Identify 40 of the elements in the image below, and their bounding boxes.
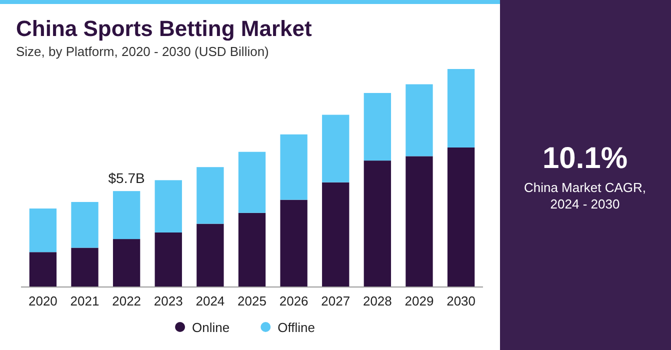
bar xyxy=(406,84,433,156)
bar xyxy=(364,92,392,161)
text: 10.1% xyxy=(542,142,628,175)
bar xyxy=(447,69,475,148)
bar xyxy=(322,182,350,287)
bar xyxy=(280,134,308,200)
x-tick-label: 2020 xyxy=(28,294,58,309)
x-tick-label: 2028 xyxy=(362,294,392,309)
bar xyxy=(71,248,98,287)
bar xyxy=(154,232,182,287)
x-tick-label: 2025 xyxy=(238,294,266,309)
bar xyxy=(406,156,433,287)
x-tick-label: 2021 xyxy=(70,294,100,309)
bar xyxy=(71,202,98,248)
bar xyxy=(112,239,140,287)
chart-subtitle: Size, by Platform, 2020 - 2030 (USD Billion) xyxy=(16,44,269,59)
bar xyxy=(447,147,475,287)
x-tick-label: 2022 xyxy=(112,294,142,309)
legend-label: Offline xyxy=(278,320,315,335)
bar xyxy=(364,160,392,287)
bar xyxy=(280,200,308,287)
x-tick-label: 2030 xyxy=(446,294,476,309)
bar xyxy=(196,224,224,287)
chart-title: China Sports Betting Market xyxy=(16,16,312,41)
x-tick-label: 2026 xyxy=(279,294,308,309)
x-tick-label: 2024 xyxy=(196,294,225,309)
text: China Market CAGR, 2024 - 2030 xyxy=(524,180,646,212)
bar xyxy=(322,114,350,182)
x-tick-label: 2027 xyxy=(321,294,350,309)
bar xyxy=(238,152,266,213)
x-tick-label: 2023 xyxy=(154,294,183,309)
x-tick-label: 2029 xyxy=(404,294,434,309)
legend-label: Online xyxy=(192,320,230,335)
bar xyxy=(29,208,57,252)
bar xyxy=(154,180,182,232)
bar xyxy=(29,252,57,287)
bar xyxy=(196,167,224,224)
bar xyxy=(238,212,266,287)
bar xyxy=(112,191,140,240)
annotation: $5.7B xyxy=(108,170,145,186)
